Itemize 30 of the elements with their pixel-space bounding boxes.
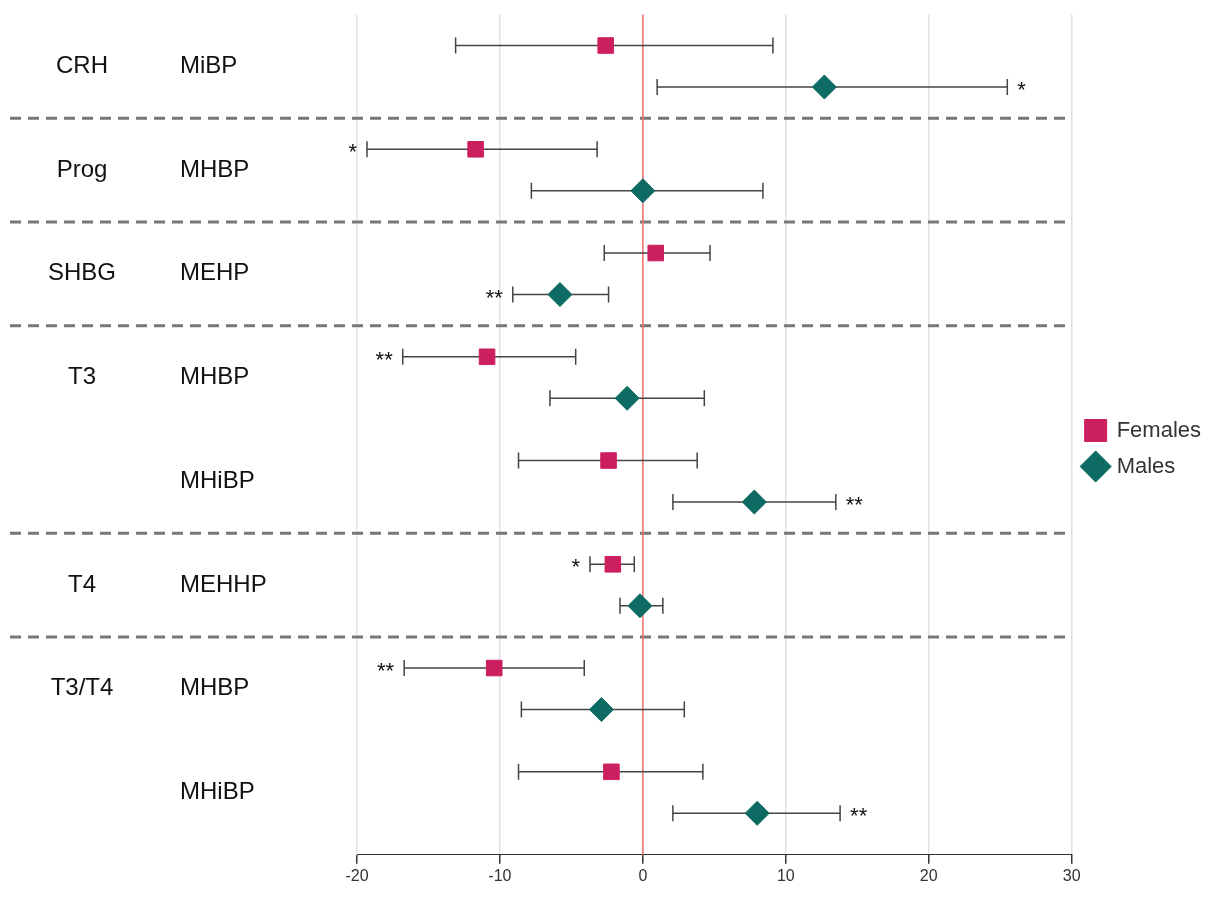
text: T3 (67, 362, 97, 390)
annotation: * (1017, 77, 1027, 103)
y-tick-label: MHiBP (180, 777, 255, 805)
annotation: ** (375, 346, 394, 372)
y-tick-label: MHBP (180, 673, 250, 701)
x-tick-label: -10 (488, 866, 512, 884)
annotation: ** (485, 284, 504, 310)
text: T4 (67, 569, 97, 597)
x-tick-label: 20 (919, 866, 938, 884)
y-tick-label: MHBP (180, 362, 250, 390)
annotation: ** (845, 492, 864, 518)
text: T3/T4 (50, 673, 114, 701)
text: SHBG (47, 258, 117, 286)
x-tick-label: 10 (776, 866, 795, 884)
x-tick-label: 30 (1062, 866, 1081, 884)
y-tick-label: MEHP (180, 258, 250, 286)
annotation: * (348, 139, 358, 165)
annotation: ** (377, 658, 395, 684)
y-tick-label: MHBP (180, 154, 250, 182)
x-tick-label: -20 (345, 866, 369, 884)
legend-label: Females (1116, 416, 1201, 442)
y-tick-label: MHiBP (180, 465, 255, 493)
annotation: ** (850, 803, 868, 829)
y-tick-label: MiBP (180, 50, 238, 78)
text: Prog (56, 154, 108, 182)
text: CRH (56, 50, 108, 78)
x-tick-label: 0 (638, 866, 648, 884)
legend-label: Males (1116, 452, 1176, 478)
y-tick-label: MEHHP (180, 569, 267, 597)
annotation: * (571, 554, 581, 580)
